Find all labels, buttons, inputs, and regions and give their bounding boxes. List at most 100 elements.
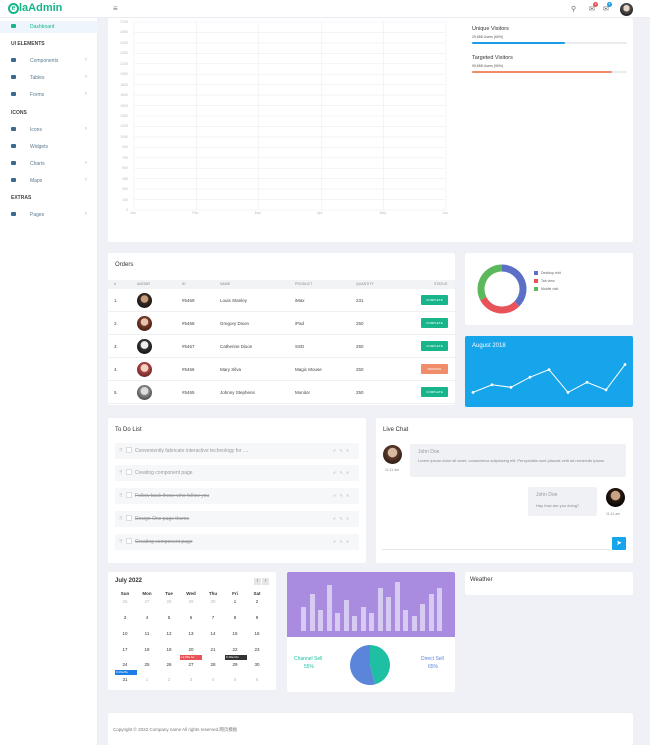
send-button[interactable]: ➤ [612, 537, 626, 550]
calendar-day[interactable]: 2 [255, 599, 259, 604]
table-row[interactable]: 1. #5469 Louis Stanley iMax 231 COMPLETE [108, 289, 455, 312]
todo-actions[interactable]: ✔ ✎ ✕ [333, 448, 351, 453]
calendar-day[interactable]: 13 [188, 631, 194, 636]
calendar-prev-button[interactable]: ‹ [254, 578, 261, 585]
calendar-day[interactable]: 15 [232, 631, 238, 636]
calendar-day[interactable]: 14 [210, 631, 216, 636]
calendar-day[interactable]: 22 [232, 647, 238, 652]
calendar-day[interactable]: 28 [166, 599, 172, 604]
calendar-day[interactable]: 16 [254, 631, 260, 636]
col-status: STATUS [434, 282, 448, 286]
sidebar-item-maps[interactable]: Maps › [0, 175, 98, 187]
sidebar-item-widgets[interactable]: Widgets [0, 141, 98, 153]
calendar-day[interactable]: 1 [233, 599, 237, 604]
todo-actions[interactable]: ✔ ✎ ✕ [333, 539, 351, 544]
sidebar-item-components[interactable]: Components › [0, 55, 98, 67]
calendar-day[interactable]: 3 [123, 615, 127, 620]
drag-handle-icon[interactable]: ⠿ [119, 516, 123, 522]
calendar-day[interactable]: 5 [233, 677, 237, 682]
calendar-day[interactable]: 2 [167, 677, 171, 682]
calendar-day[interactable]: 27 [144, 599, 150, 604]
calendar-day[interactable]: 20 [188, 647, 194, 652]
calendar-day[interactable]: 26 [166, 662, 172, 667]
calendar-event[interactable]: 9:19a Bu [115, 670, 137, 675]
todo-checkbox[interactable] [126, 469, 132, 475]
calendar-day[interactable]: 11 [144, 631, 150, 636]
drag-handle-icon[interactable]: ⠿ [119, 539, 123, 545]
calendar-event[interactable]: 11:25a Se [180, 655, 202, 660]
list-item[interactable]: ⠿ Creating component page ✔ ✎ ✕ [115, 534, 359, 550]
calendar-day[interactable]: 1 [145, 677, 149, 682]
sidebar-item-icons[interactable]: Icons › [0, 124, 98, 136]
order-quantity: 250 [356, 344, 364, 349]
sidebar-item-forms[interactable]: Forms › [0, 89, 98, 101]
todo-actions[interactable]: ✔ ✎ ✕ [333, 493, 351, 498]
list-item[interactable]: ⠿ Conveniently fabricate interactive tech… [115, 443, 359, 459]
calendar-day[interactable]: 12 [166, 631, 172, 636]
todo-text: Follow back those who follow you [135, 493, 210, 499]
sidebar-item-dashboard[interactable]: Dashboard [0, 21, 98, 33]
calendar-day[interactable]: 21 [210, 647, 216, 652]
drag-handle-icon[interactable]: ⠿ [119, 493, 123, 499]
calendar-day[interactable]: 31 [122, 677, 128, 682]
bell-icon[interactable]: ✉ 3 [589, 2, 598, 13]
calendar-day[interactable]: 26 [122, 599, 128, 604]
order-id: #5466 [182, 367, 195, 372]
todo-actions[interactable]: ✔ ✎ ✕ [333, 516, 351, 521]
todo-actions[interactable]: ✔ ✎ ✕ [333, 470, 351, 475]
drag-handle-icon[interactable]: ⠿ [119, 470, 123, 476]
calendar-day[interactable]: 30 [254, 662, 260, 667]
calendar-day[interactable]: 6 [255, 677, 259, 682]
hamburger-icon[interactable]: ≡ [113, 4, 118, 13]
calendar-day[interactable]: 29 [232, 662, 238, 667]
calendar-day[interactable]: 8 [233, 615, 237, 620]
table-row[interactable]: 2. #5468 Gregory Dixon iPad 250 COMPLETE [108, 312, 455, 335]
calendar-event[interactable]: 9:18a Mo [225, 655, 247, 660]
search-icon[interactable]: ⚲ [571, 6, 577, 13]
calendar-day[interactable]: 10 [122, 631, 128, 636]
calendar-day[interactable]: 5 [167, 615, 171, 620]
calendar-day[interactable]: 24 [122, 662, 128, 667]
y-tick-label: 2550 [120, 30, 128, 35]
calendar-day[interactable]: 28 [210, 662, 216, 667]
calendar-next-button[interactable]: › [262, 578, 269, 585]
targeted-visitors-track [472, 71, 627, 73]
calendar-day[interactable]: 4 [211, 677, 215, 682]
table-row[interactable]: 4. #5466 Mary Silva Magic Mouse 250 PEND… [108, 358, 455, 381]
user-avatar[interactable] [620, 3, 633, 16]
table-row[interactable]: 3. #5467 Catherine Dixon SSD 250 COMPLET… [108, 335, 455, 358]
august-data-point [547, 368, 551, 371]
calendar-day[interactable]: 19 [166, 647, 172, 652]
list-item[interactable]: ⠿ Design One page theme ✔ ✎ ✕ [115, 511, 359, 527]
chart-grid [133, 21, 447, 211]
list-item[interactable]: ⠿ Follow back those who follow you ✔ ✎ ✕ [115, 488, 359, 504]
todo-checkbox[interactable] [126, 447, 132, 453]
calendar-day[interactable]: 18 [144, 647, 150, 652]
drag-handle-icon[interactable]: ⠿ [119, 448, 123, 454]
calendar-day[interactable]: 25 [144, 662, 150, 667]
table-row[interactable]: 5. #5465 Johnny Stephens Monitor 250 COM… [108, 381, 455, 404]
order-num: 1. [114, 298, 118, 303]
calendar-day[interactable]: 17 [122, 647, 128, 652]
calendar-day[interactable]: 3 [189, 677, 193, 682]
calendar-day[interactable]: 6 [189, 615, 193, 620]
calendar-day[interactable]: 4 [145, 615, 149, 620]
calendar-day[interactable]: 7 [211, 615, 215, 620]
mail-icon[interactable]: ✉ 5 [603, 2, 612, 13]
sales-bar [428, 594, 434, 631]
calendar-day[interactable]: 30 [210, 599, 216, 604]
calendar-day[interactable]: 23 [254, 647, 260, 652]
sidebar-item-tables[interactable]: Tables › [0, 72, 98, 84]
list-item[interactable]: ⠿ Creating component page ✔ ✎ ✕ [115, 465, 359, 481]
sidebar-item-charts[interactable]: Charts › [0, 158, 98, 170]
todo-checkbox[interactable] [126, 492, 132, 498]
chat-input[interactable] [382, 538, 610, 550]
brand-logo[interactable]: e laAdmin [8, 2, 62, 14]
calendar-day[interactable]: 29 [188, 599, 194, 604]
todo-checkbox[interactable] [126, 538, 132, 544]
legend-mobile-swatch [534, 287, 538, 291]
todo-checkbox[interactable] [126, 515, 132, 521]
sidebar-item-pages[interactable]: Pages › [0, 209, 98, 221]
calendar-day[interactable]: 9 [255, 615, 259, 620]
calendar-day[interactable]: 27 [188, 662, 194, 667]
